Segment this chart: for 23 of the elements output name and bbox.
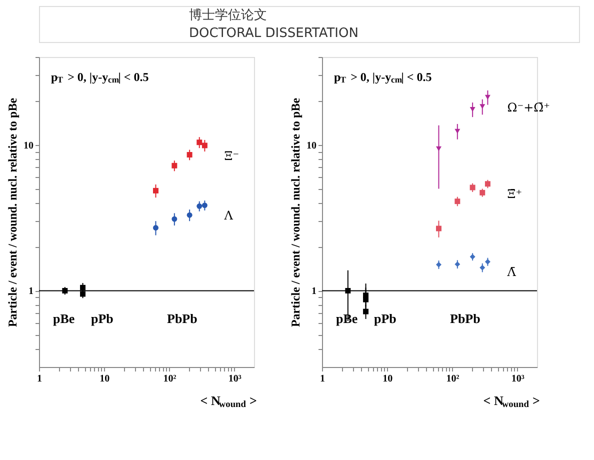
- y-axis-title: Particle / event / wound. nucl. relative to pBe: [6, 97, 20, 328]
- text: DOCTORAL DISSERTATION: [189, 26, 358, 41]
- annotation: pBe: [53, 311, 75, 326]
- text: 博士学位论文: [189, 8, 267, 23]
- x-tick-label: 10: [382, 374, 393, 384]
- annotation: PbPb: [450, 311, 480, 326]
- annotation: pPb: [91, 311, 114, 326]
- series-label: Λ̄: [506, 265, 516, 280]
- annotation: PbPb: [167, 311, 198, 326]
- series-label: Ξ⁻: [224, 148, 240, 163]
- series-label: Ω⁻+Ω̄⁺: [507, 100, 550, 115]
- annotation: pBe: [336, 311, 358, 326]
- x-tick-label: 1: [37, 374, 42, 384]
- x-tick-label: 10²: [446, 374, 460, 384]
- series-label: Ξ̄⁺: [507, 187, 522, 202]
- x-tick-label: 10²: [163, 374, 176, 384]
- x-tick-label: 1: [320, 374, 325, 384]
- x-tick-label: 10: [100, 374, 110, 384]
- x-tick-label: 10³: [228, 374, 242, 384]
- series-label: Λ: [223, 208, 234, 223]
- annotation: pPb: [374, 311, 396, 326]
- y-axis-title: Particle / event / wound. nucl. relative to pBe: [288, 97, 302, 328]
- x-tick-label: 10³: [511, 374, 524, 384]
